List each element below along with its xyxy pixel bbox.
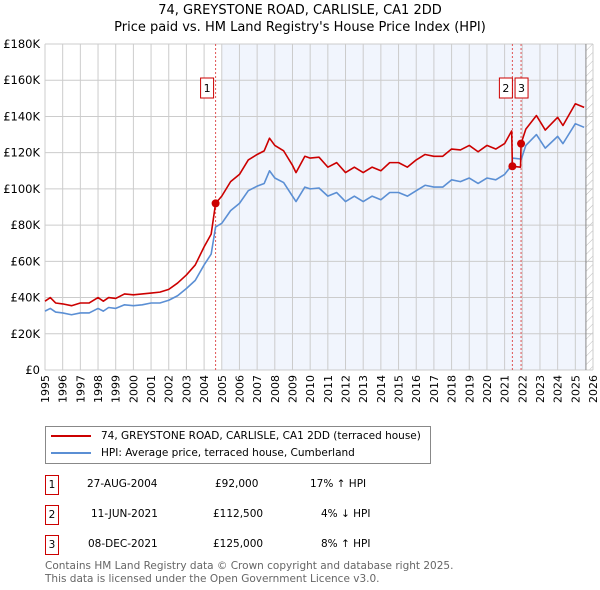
x-tick-label: 2023 — [534, 375, 547, 403]
y-tick-label: £100K — [3, 182, 40, 196]
y-tick-label: £60K — [11, 254, 41, 268]
legend-swatch-property — [51, 435, 91, 437]
sale-date: 08-DEC-2021 — [88, 538, 158, 550]
x-tick-label: 2021 — [499, 375, 512, 403]
x-tick-label: 2006 — [233, 375, 246, 403]
x-tick-label: 2005 — [216, 375, 229, 403]
sale-label-box — [498, 77, 513, 99]
x-tick-label: 1996 — [57, 375, 70, 403]
sale-row: 2 11-JUN-2021 £112,500 4% ↓ HPI — [45, 505, 445, 525]
sale-point — [508, 162, 517, 171]
x-tick-label: 2012 — [340, 375, 353, 403]
x-tick-label: 2003 — [180, 375, 193, 403]
x-tick-label: 2014 — [375, 375, 388, 403]
sale-row: 1 27-AUG-2004 £92,000 17% ↑ HPI — [45, 475, 445, 495]
sale-marker-label: 2 — [45, 505, 59, 525]
x-tick-label: 2017 — [428, 375, 441, 403]
sale-label: 2 — [502, 82, 509, 95]
y-tick-label: £180K — [3, 37, 40, 51]
sale-label-box — [514, 77, 529, 99]
y-tick-label: £40K — [11, 291, 41, 305]
x-tick-label: 2008 — [269, 375, 282, 403]
sale-date: 11-JUN-2021 — [91, 508, 158, 520]
x-tick-label: 2010 — [304, 375, 317, 403]
x-tick-label: 2020 — [481, 375, 494, 403]
shaded-region — [221, 44, 586, 370]
x-tick-label: 2019 — [463, 375, 476, 403]
sale-price: £125,000 — [213, 538, 264, 550]
x-tick-label: 2009 — [286, 375, 299, 403]
sale-hpi: 17% ↑ HPI — [310, 478, 367, 490]
y-tick-label: £120K — [3, 146, 40, 160]
x-tick-label: 2004 — [198, 375, 211, 403]
sale-row: 3 08-DEC-2021 £125,000 8% ↑ HPI — [45, 535, 445, 555]
x-tick-label: 2011 — [322, 375, 335, 403]
sale-point — [517, 139, 526, 148]
x-tick-label: 2000 — [127, 375, 140, 403]
x-tick-label: 2025 — [569, 375, 582, 403]
legend: 74, GREYSTONE ROAD, CARLISLE, CA1 2DD (t… — [45, 426, 431, 464]
x-tick-label: 1998 — [92, 375, 105, 403]
x-tick-label: 2018 — [446, 375, 459, 403]
x-tick-label: 2013 — [357, 375, 370, 403]
plot-area: 1995 1996 1997 1998 1999 2000 2001 2002 2003 2004… — [3, 37, 600, 403]
sale-marker-label: 3 — [45, 535, 59, 555]
sale-point — [211, 199, 220, 208]
legend-swatch-hpi — [51, 452, 91, 454]
x-tick-label: 1995 — [39, 375, 52, 403]
footer: Contains HM Land Registry data © Crown c… — [45, 560, 453, 586]
x-tick-label: 1997 — [74, 375, 87, 403]
legend-label-hpi: HPI: Average price, terraced house, Cumb… — [101, 447, 355, 459]
sale-date: 27-AUG-2004 — [87, 478, 158, 490]
y-tick-label: £140K — [3, 109, 40, 123]
y-tick-label: £20K — [11, 327, 41, 341]
y-tick-label: £80K — [11, 218, 41, 232]
chart-title: 74, GREYSTONE ROAD, CARLISLE, CA1 2DD — [158, 3, 442, 18]
sale-label: 3 — [518, 82, 525, 95]
x-tick-label: 2022 — [516, 375, 529, 403]
y-tick-label: £0 — [25, 363, 40, 377]
x-tick-label: 2002 — [163, 375, 176, 403]
sale-label-box — [200, 77, 215, 99]
sale-hpi: 8% ↑ HPI — [321, 538, 371, 550]
footer-line-1: Contains HM Land Registry data © Crown c… — [45, 560, 454, 572]
chart-subtitle: Price paid vs. HM Land Registry's House … — [114, 20, 486, 35]
x-tick-label: 2007 — [251, 375, 264, 403]
y-tick-label: £160K — [3, 73, 40, 87]
sale-price: £112,500 — [213, 508, 264, 520]
sale-hpi: 4% ↓ HPI — [321, 508, 371, 520]
price-paid-line — [44, 102, 585, 307]
x-tick-label: 2024 — [552, 375, 565, 403]
x-tick-label: 2016 — [410, 375, 423, 403]
sale-marker-label: 1 — [45, 475, 59, 495]
x-tick-label: 2015 — [393, 375, 406, 403]
legend-label-property: 74, GREYSTONE ROAD, CARLISLE, CA1 2DD (t… — [101, 430, 421, 442]
hpi-line — [44, 122, 585, 316]
sale-price: £92,000 — [215, 478, 259, 490]
forecast-hatch — [585, 44, 593, 370]
footer-line-2: This data is licensed under the Open Gov… — [45, 573, 380, 585]
x-tick-label: 2001 — [145, 375, 158, 403]
x-tick-label: 2026 — [587, 375, 600, 403]
x-tick-label: 1999 — [110, 375, 123, 403]
sale-label: 1 — [204, 82, 211, 95]
